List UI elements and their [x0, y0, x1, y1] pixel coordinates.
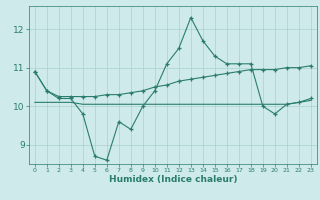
X-axis label: Humidex (Indice chaleur): Humidex (Indice chaleur)	[108, 175, 237, 184]
